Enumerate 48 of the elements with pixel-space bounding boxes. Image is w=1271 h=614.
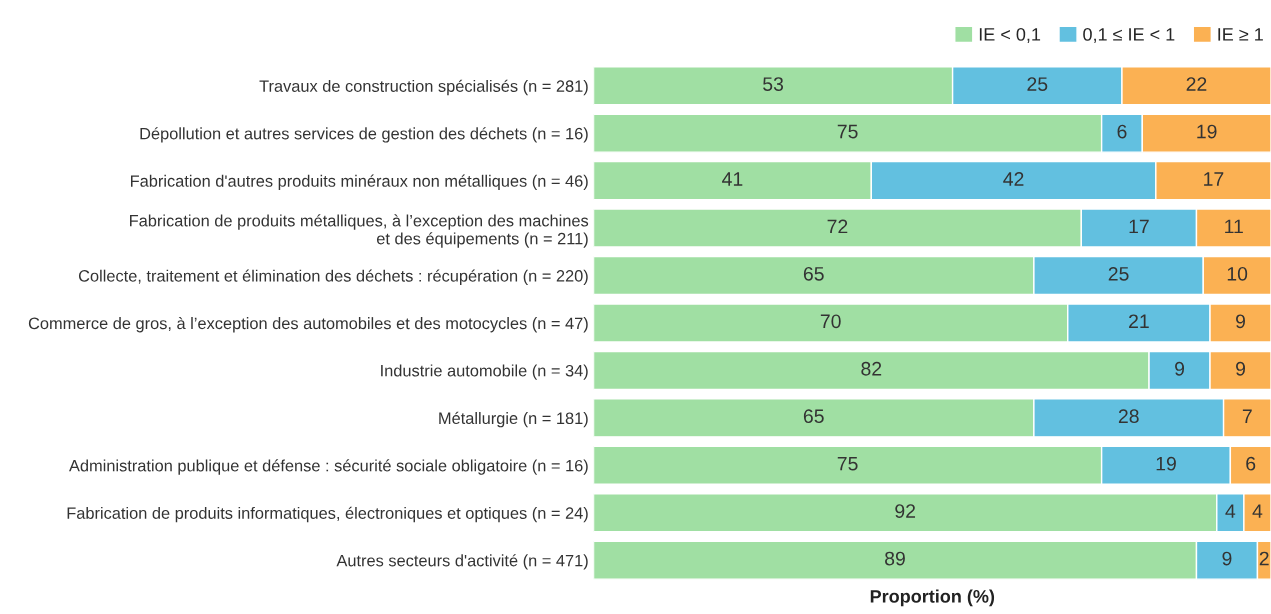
- data-label: 42: [1003, 172, 1024, 186]
- data-label: 75: [837, 124, 858, 139]
- data-label: 17: [1129, 219, 1149, 234]
- data-label: 9: [1236, 314, 1245, 329]
- y-tick-label: Administration publique et défense : sécurité sociale obligatoire (n = 16): [69, 459, 588, 475]
- data-label: 17: [1204, 172, 1224, 186]
- legend-label: 0,1 ≤ IE < 1: [1083, 28, 1175, 43]
- y-tick-label: Industrie automobile (n = 34): [381, 364, 588, 380]
- legend-label: IE < 0,1: [979, 28, 1041, 43]
- data-label: 89: [885, 551, 905, 566]
- data-label: 9: [1236, 361, 1245, 376]
- y-tick-label: Fabrication d'autres produits minéraux non métalliques (n = 46): [131, 174, 588, 191]
- data-label: 6: [1117, 124, 1127, 139]
- data-label: 28: [1118, 409, 1139, 424]
- data-label: 72: [827, 219, 848, 234]
- data-label: 70: [820, 314, 841, 329]
- data-label: 21: [1129, 314, 1149, 328]
- data-label: 41: [722, 172, 743, 186]
- x-axis-title: Proportion (%): [870, 589, 995, 607]
- data-label: 53: [763, 77, 784, 91]
- data-label: 6: [1246, 456, 1256, 471]
- y-tick-label: Commerce de gros, à l’exception des automobiles et des motocycles (n = 47): [28, 316, 588, 333]
- data-label: 9: [1175, 361, 1185, 376]
- data-label: 10: [1227, 266, 1248, 281]
- data-label: 82: [861, 361, 882, 376]
- data-label: 19: [1197, 124, 1217, 139]
- y-tick-label: Métallurgie (n = 181): [439, 411, 588, 428]
- y-tick-label: Fabrication de produits métalliques, à l’exception des machines et des équipements (n = 211): [130, 214, 589, 248]
- data-label: 25: [1108, 266, 1129, 281]
- data-label: 7: [1242, 409, 1252, 423]
- data-label: 9: [1222, 551, 1232, 566]
- data-label: 4: [1225, 504, 1236, 518]
- y-tick-label: Travaux de construction spécialisés (n = 281): [259, 79, 588, 96]
- data-label: 25: [1027, 77, 1048, 91]
- data-label: 22: [1186, 77, 1207, 91]
- data-label: 19: [1156, 456, 1176, 471]
- data-label: 11: [1225, 219, 1243, 234]
- y-tick-label: Autres secteurs d'activité (n = 471): [336, 554, 588, 570]
- data-label: 75: [837, 456, 858, 471]
- data-label: 4: [1252, 504, 1263, 518]
- y-tick-label: Fabrication de produits informatiques, électroniques et optiques (n = 24): [67, 506, 588, 523]
- data-label: 65: [803, 266, 824, 281]
- data-label: 65: [803, 409, 824, 424]
- data-label: 2: [1259, 551, 1269, 566]
- y-tick-label: Dépollution et autres services de gestion des déchets (n = 16): [140, 127, 588, 143]
- legend-label: IE ≥ 1: [1218, 28, 1263, 41]
- data-label: 92: [895, 504, 916, 518]
- y-tick-label: Collecte, traitement et élimination des déchets : récupération (n = 220): [78, 269, 588, 285]
